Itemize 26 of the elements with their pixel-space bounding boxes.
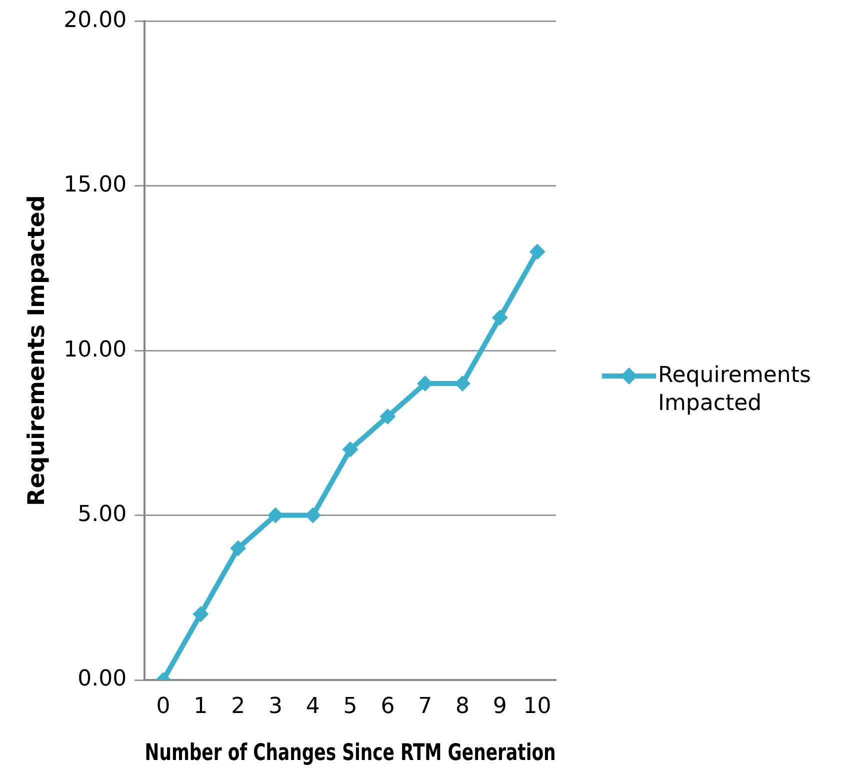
x-tick-label: 4 — [306, 694, 320, 719]
point — [342, 441, 358, 458]
x-tick-label: 2 — [231, 694, 246, 719]
x-tick-label: 1 — [194, 694, 208, 719]
point — [192, 606, 209, 622]
y-tick-label: 0.00 — [78, 666, 127, 692]
point — [267, 507, 284, 524]
y-tick-label: 20.00 — [64, 8, 127, 33]
x-tick-label: 0 — [156, 694, 170, 719]
x-tick-label: 6 — [380, 694, 395, 719]
y-tick-label: 5.00 — [78, 502, 127, 528]
x-axis-title: Number of Changes Since RTM Generation — [144, 738, 556, 766]
y-tick-label: 10.00 — [64, 337, 127, 362]
x-tick-label: 3 — [268, 694, 282, 719]
x-tick-label: 5 — [343, 694, 358, 719]
x-tick-label: 7 — [418, 694, 432, 719]
x-tick-label: 9 — [492, 694, 507, 719]
x-tick-label: 10 — [523, 694, 552, 719]
x-tick-label: 8 — [455, 694, 470, 719]
y-tick-label: 15.00 — [64, 172, 127, 198]
point — [380, 408, 396, 424]
point — [230, 540, 246, 556]
legend-label: Requirements Impacted — [658, 362, 812, 418]
point — [492, 310, 508, 326]
point — [529, 244, 546, 260]
y-axis-title: Requirements Impacted — [24, 195, 50, 506]
